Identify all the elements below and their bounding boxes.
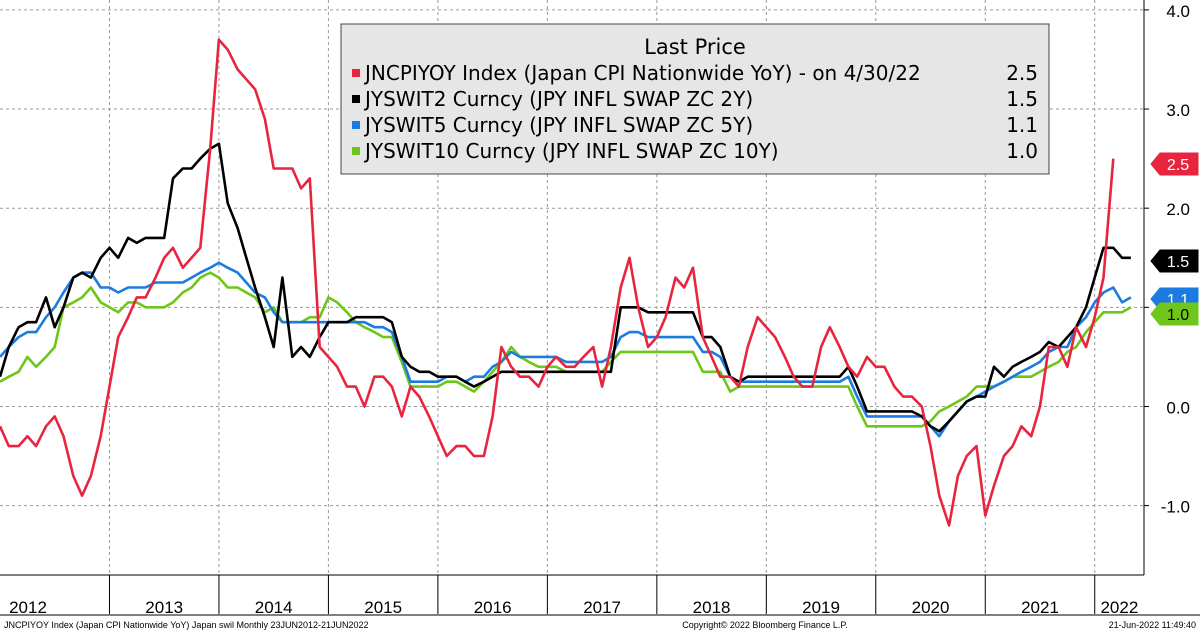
legend-entry-label: JYSWIT10 Curncy (JPY INFL SWAP ZC 10Y) <box>363 139 779 163</box>
legend-entry-label: JNCPIYOY Index (Japan CPI Nationwide YoY… <box>363 61 921 85</box>
legend-entry-label: JYSWIT5 Curncy (JPY INFL SWAP ZC 5Y) <box>363 113 753 137</box>
legend: Last Price JNCPIYOY Index (Japan CPI Nat… <box>340 23 1050 175</box>
series-line-3 <box>0 261 1132 438</box>
last-value-badge <box>1150 302 1199 326</box>
last-value-label: 1.5 <box>1167 254 1189 271</box>
legend-entry-value: 1.0 <box>1006 139 1038 163</box>
y-tick-label: 0.0 <box>1166 398 1190 417</box>
footer-center: Copyright© 2022 Bloomberg Finance L.P. <box>682 620 848 630</box>
y-tick-label: 3.0 <box>1166 101 1190 120</box>
x-tick-label: 2014 <box>255 598 293 617</box>
x-axis: 2012 2013 2014 2015 2016 2017 2018 2019 2020 2021… <box>0 574 1200 617</box>
y-tick-label: 4.0 <box>1166 2 1190 21</box>
legend-swatch <box>352 147 360 155</box>
x-tick-label: 2022 <box>1100 598 1138 617</box>
legend-entry-label: JYSWIT2 Curncy (JPY INFL SWAP ZC 2Y) <box>363 87 753 111</box>
legend-swatch <box>352 69 360 77</box>
legend-box <box>340 23 1050 175</box>
last-value-label: 1.0 <box>1167 307 1189 324</box>
legend-title: Last Price <box>644 35 746 59</box>
last-value-label: 2.5 <box>1167 157 1189 174</box>
series-line-1 <box>0 38 1115 527</box>
legend-entry-value: 2.5 <box>1006 61 1038 85</box>
x-tick-label: 2020 <box>912 598 950 617</box>
x-tick-label: 2017 <box>583 598 621 617</box>
x-tick-label: 2013 <box>145 598 183 617</box>
x-tick-label: 2016 <box>474 598 512 617</box>
footer-left: JNCPIYOY Index (Japan CPI Nationwide YoY… <box>4 620 369 630</box>
series-line-2 <box>0 142 1131 433</box>
legend-swatch <box>352 121 360 129</box>
y-tick-label: -1.0 <box>1161 498 1190 517</box>
x-tick-label: 2019 <box>802 598 840 617</box>
legend-entry-value: 1.5 <box>1006 87 1038 111</box>
x-tick-label: 2012 <box>9 598 47 617</box>
legend-entry-value: 1.1 <box>1006 113 1038 137</box>
y-tick-label: 2.0 <box>1166 200 1190 219</box>
x-tick-label: 2015 <box>364 598 402 617</box>
y-axis: 4.0 3.0 2.0 0.0 -1.0 <box>1143 0 1190 575</box>
footer: JNCPIYOY Index (Japan CPI Nationwide YoY… <box>4 620 1196 630</box>
last-value-badge <box>1150 249 1199 273</box>
x-tick-label: 2018 <box>693 598 731 617</box>
footer-right: 21-Jun-2022 11:49:40 <box>1109 620 1196 630</box>
last-value-badges: 2.51.51.11.0 <box>1150 152 1199 326</box>
series-layer <box>0 38 1132 527</box>
last-value-badge <box>1150 152 1199 176</box>
x-tick-label: 2021 <box>1021 598 1059 617</box>
legend-swatch <box>352 95 360 103</box>
